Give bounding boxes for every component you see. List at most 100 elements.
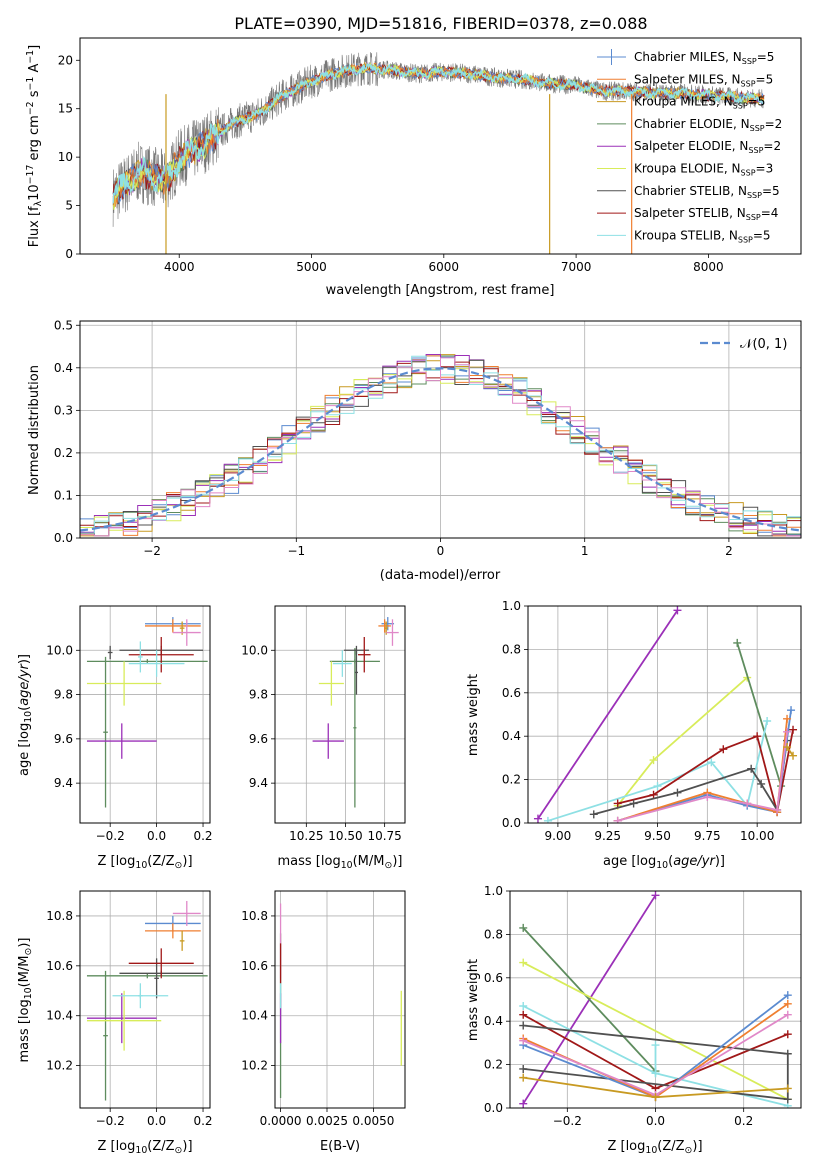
weight-marker — [783, 1049, 792, 1058]
x-tick-label: 9.75 — [694, 829, 721, 843]
weight-marker — [789, 751, 798, 760]
weight-line — [522, 927, 657, 1072]
y-tick-label: 1.0 — [502, 599, 521, 613]
model-spectrum — [112, 62, 765, 205]
weight-marker — [519, 1002, 528, 1011]
weight-marker — [649, 756, 658, 765]
x-tick-label: 10.75 — [367, 829, 401, 843]
y-tick-label: 5 — [65, 199, 73, 213]
legend-label: Salpeter STELIB, NSSP=4 — [634, 206, 778, 222]
y-tick-label: 0 — [65, 247, 73, 261]
panel-mass_vs_ebv: 0.0000 0.0025 0.0050 10.2 10.4 10.6 10.8 E(B-V) — [241, 890, 406, 1154]
x-tick-label: 0.2 — [193, 1114, 212, 1128]
weight-marker — [783, 727, 792, 736]
y-tick-label: 1.0 — [484, 884, 503, 898]
panel-spectrum: 4000 5000 6000 7000 8000 0 5 10 15 20 wavelength [… — [25, 37, 802, 298]
weight-line — [522, 961, 789, 1101]
weight-marker — [763, 717, 772, 726]
y-tick-label: 0.2 — [484, 1058, 503, 1072]
weight-marker — [519, 923, 528, 932]
axes-frame — [79, 605, 211, 824]
legend-label: Salpeter ELODIE, NSSP=2 — [634, 139, 781, 155]
panel-age_vs_Z: −0.2 0.0 0.2 9.4 9.6 9.8 10.0 Z [log10(Z/Z⊙)] ag… — [17, 605, 213, 871]
x-tick-label: 0.0050 — [352, 1114, 394, 1128]
weight-marker — [719, 745, 728, 754]
weight-marker — [651, 1041, 660, 1050]
y-tick-label: 10 — [58, 150, 73, 164]
y-tick-label: 0.0 — [484, 1101, 503, 1115]
x-tick-label: −0.2 — [96, 829, 125, 843]
weight-marker — [613, 816, 622, 823]
weight-marker — [787, 706, 796, 715]
weight-marker — [519, 1010, 528, 1019]
weight-marker — [707, 758, 716, 767]
x-axis-label: wavelength [Angstrom, rest frame] — [326, 283, 555, 298]
axes-frame — [274, 890, 406, 1109]
y-tick-label: 9.8 — [249, 688, 268, 702]
plot-area — [112, 52, 765, 254]
x-tick-label: 0 — [437, 544, 445, 558]
weight-marker — [783, 714, 792, 723]
weight-marker — [783, 1084, 792, 1093]
x-tick-label: 0.0025 — [306, 1114, 348, 1128]
legend-label: Kroupa STELIB, NSSP=5 — [634, 228, 771, 244]
y-tick-label: 10.4 — [241, 1009, 268, 1023]
y-tick-label: 0.6 — [502, 686, 521, 700]
x-tick-label: 10.50 — [328, 829, 362, 843]
weight-line — [786, 746, 794, 757]
normal-curve — [80, 367, 801, 532]
legend-label: 𝒩(0, 1) — [740, 337, 787, 352]
y-tick-label: 0.6 — [484, 971, 503, 985]
weight-marker — [613, 799, 622, 808]
x-tick-label: −1 — [287, 544, 305, 558]
y-tick-label: 0.4 — [54, 361, 73, 375]
x-axis-label: Z [log10(Z/Z⊙)] — [97, 854, 192, 871]
weight-marker — [783, 1010, 792, 1019]
axes-frame — [509, 890, 802, 1109]
weight-marker — [533, 814, 542, 823]
x-tick-label: 0.2 — [734, 1114, 753, 1128]
y-axis-label: Normed distribution — [27, 365, 42, 495]
axes-frame — [79, 890, 211, 1109]
y-tick-label: 0.0 — [502, 816, 521, 830]
weight-marker — [783, 1030, 792, 1039]
y-tick-label: 9.8 — [54, 688, 73, 702]
x-axis-label: Z [log10(Z/Z⊙)] — [97, 1139, 192, 1156]
legend-label: Chabrier STELIB, NSSP=5 — [634, 184, 780, 200]
weight-marker — [743, 799, 752, 808]
y-tick-label: 10.0 — [241, 643, 268, 657]
x-tick-label: 0.0000 — [260, 1114, 302, 1128]
weight-marker — [783, 1095, 792, 1104]
weight-marker — [783, 999, 792, 1008]
figure-title: PLATE=0390, MJD=51816, FIBERID=0378, z=0… — [234, 14, 647, 33]
weight-marker — [543, 816, 552, 823]
y-tick-label: 9.6 — [249, 732, 268, 746]
weight-marker — [703, 792, 712, 801]
axes-frame — [79, 37, 802, 255]
weight-marker — [651, 1093, 660, 1102]
weight-marker — [629, 799, 638, 808]
weight-marker — [673, 788, 682, 797]
x-tick-label: 0.0 — [147, 829, 166, 843]
y-tick-label: 10.2 — [241, 1059, 268, 1073]
x-tick-label: 0.0 — [147, 1114, 166, 1128]
y-tick-label: 9.4 — [249, 776, 268, 790]
y-tick-label: 0.3 — [54, 403, 73, 417]
x-axis-label: E(B-V) — [320, 1139, 360, 1154]
model-spectrum — [112, 62, 765, 204]
x-tick-label: 10.25 — [289, 829, 323, 843]
x-tick-label: 10.00 — [740, 829, 774, 843]
y-tick-label: 10.6 — [46, 959, 73, 973]
weight-marker — [519, 1021, 528, 1030]
weight-marker — [789, 725, 798, 734]
panel-mass_vs_Z: −0.2 0.0 0.2 10.2 10.4 10.6 10.8 Z [log10(Z/Z⊙)… — [17, 890, 213, 1156]
y-tick-label: 0.2 — [54, 446, 73, 460]
x-tick-label: 0.0 — [646, 1114, 665, 1128]
x-tick-label: 9.00 — [545, 829, 572, 843]
weight-marker — [673, 606, 682, 615]
weight-marker — [753, 732, 762, 741]
y-tick-label: 10.2 — [46, 1059, 73, 1073]
weight-marker — [519, 1064, 528, 1073]
y-axis-label: mass [log10(M/M⊙)] — [17, 938, 34, 1063]
